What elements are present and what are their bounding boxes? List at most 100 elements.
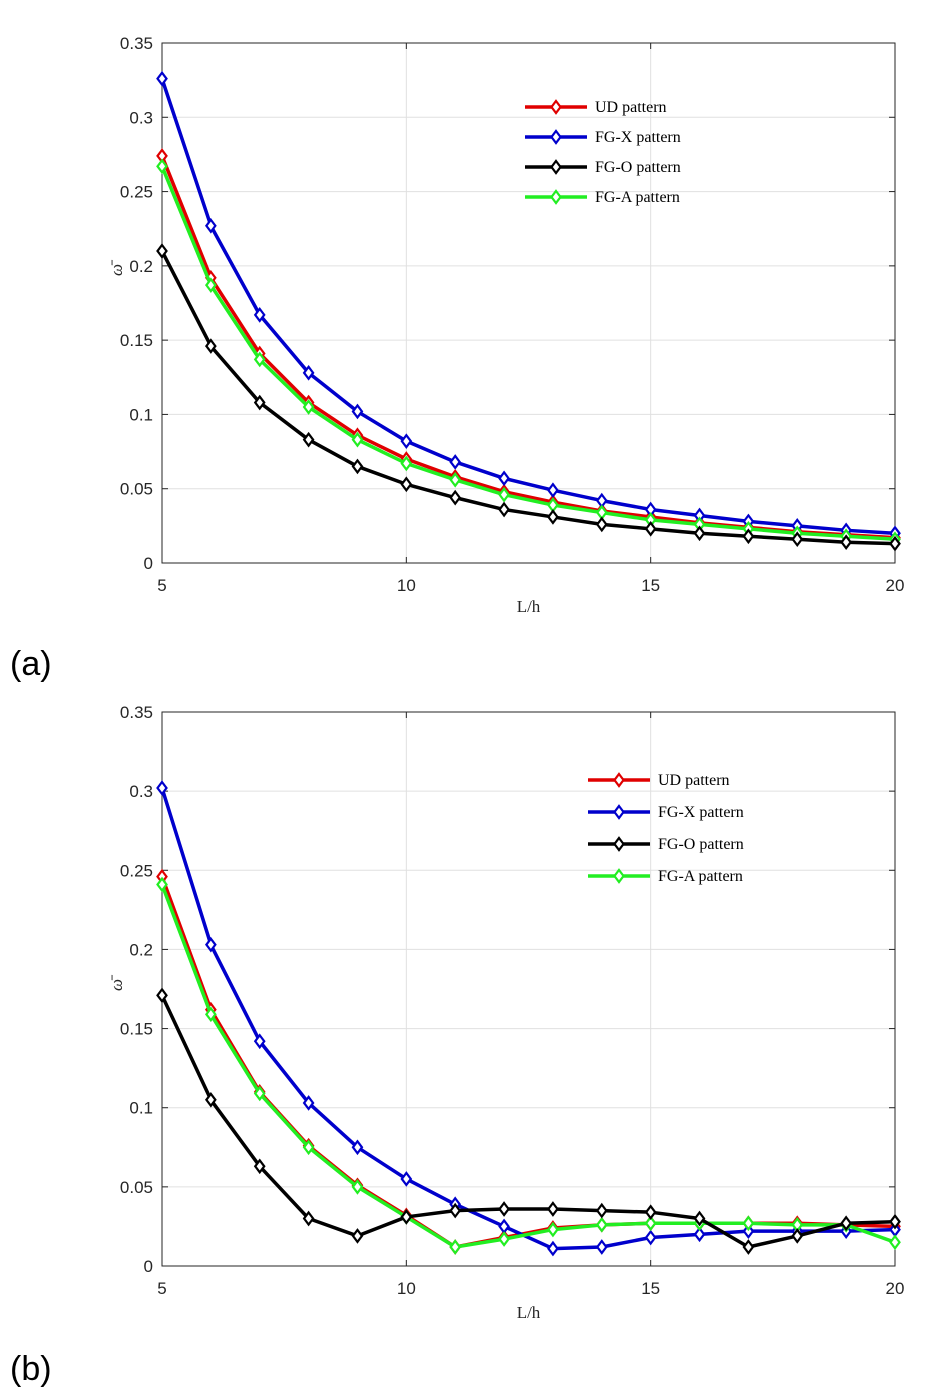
data-point-marker xyxy=(351,1179,364,1195)
x-tick-label: 10 xyxy=(397,576,416,595)
data-point-marker xyxy=(595,1239,608,1255)
panel-label: (b) xyxy=(10,1350,52,1388)
data-point-marker xyxy=(302,399,315,415)
axes-box xyxy=(161,711,896,1267)
data-point-marker xyxy=(253,351,266,368)
data-point-marker xyxy=(595,1217,608,1233)
data-point-marker xyxy=(498,501,510,518)
y-tick-label: 0.35 xyxy=(120,703,153,722)
data-point-marker xyxy=(449,489,462,506)
y-axis-label: ω̄ xyxy=(107,974,126,991)
series-line xyxy=(160,876,896,1249)
data-point-marker xyxy=(351,1228,364,1244)
y-tick-label: 0.25 xyxy=(120,861,153,880)
data-point-marker xyxy=(693,1210,706,1227)
x-tick-label: 5 xyxy=(157,576,166,595)
series-fg-x-pattern xyxy=(156,70,901,542)
x-tick-label: 15 xyxy=(641,576,660,595)
data-point-marker xyxy=(791,1228,804,1244)
series-line xyxy=(160,78,896,536)
x-tick-label: 20 xyxy=(886,1279,905,1298)
data-point-marker xyxy=(595,1202,608,1219)
y-tick-label: 0 xyxy=(144,1257,153,1276)
y-tick-label: 0.1 xyxy=(129,1099,153,1118)
y-tick-label: 0.05 xyxy=(120,480,153,499)
series-fg-x-pattern xyxy=(156,780,901,1257)
data-point-marker xyxy=(351,458,364,475)
legend-label: FG-O pattern xyxy=(658,836,744,853)
legend-label: FG-X pattern xyxy=(595,129,681,146)
data-point-marker xyxy=(204,1006,217,1023)
data-point-marker xyxy=(889,1234,901,1251)
data-point-marker xyxy=(302,1139,315,1156)
axes-box xyxy=(161,42,896,564)
data-point-marker xyxy=(547,1201,559,1217)
data-point-marker xyxy=(156,987,168,1004)
series-fg-o-pattern xyxy=(156,243,901,552)
data-point-marker xyxy=(449,454,462,470)
data-point-marker xyxy=(302,1095,315,1111)
data-point-marker xyxy=(742,528,755,545)
legend: UD pattern FG-X pattern FG-O pattern FG-A p… xyxy=(588,772,744,885)
x-tick-label: 15 xyxy=(641,1279,660,1298)
data-point-marker xyxy=(400,476,413,493)
series-ud-pattern xyxy=(156,868,901,1255)
data-point-marker xyxy=(498,1231,510,1247)
data-point-marker xyxy=(547,1240,559,1257)
y-tick-label: 0.25 xyxy=(120,183,153,202)
legend: UD pattern FG-X pattern FG-O pattern FG-A p… xyxy=(525,99,681,206)
data-point-marker xyxy=(156,876,168,893)
data-point-marker xyxy=(204,338,217,354)
data-point-marker xyxy=(204,217,217,234)
legend-marker xyxy=(613,804,625,820)
series-fg-o-pattern xyxy=(156,987,901,1255)
data-point-marker xyxy=(595,516,608,533)
series-fg-a-pattern xyxy=(156,158,901,548)
y-tick-label: 0.3 xyxy=(129,782,153,801)
data-point-marker xyxy=(253,1085,266,1102)
x-tick-label: 10 xyxy=(397,1279,416,1298)
data-point-marker xyxy=(400,455,413,472)
legend-marker xyxy=(550,189,562,205)
legend-item: FG-A pattern xyxy=(525,189,680,206)
data-point-marker xyxy=(400,1209,413,1225)
data-point-marker xyxy=(253,1158,266,1175)
legend-item: FG-X pattern xyxy=(525,129,681,146)
data-point-marker xyxy=(644,1229,657,1246)
data-point-marker xyxy=(156,70,168,87)
data-point-marker xyxy=(204,1091,217,1108)
data-point-marker xyxy=(302,1210,315,1227)
legend-item: FG-O pattern xyxy=(588,836,744,853)
data-point-marker xyxy=(889,535,901,552)
legend-item: FG-A pattern xyxy=(588,868,743,885)
data-point-marker xyxy=(547,1221,559,1238)
data-point-marker xyxy=(351,1139,364,1156)
data-point-marker xyxy=(742,1239,755,1255)
legend-label: UD pattern xyxy=(595,99,667,116)
data-point-marker xyxy=(498,486,510,503)
x-axis-label: L/h xyxy=(517,1303,541,1322)
legend-marker xyxy=(550,99,562,115)
data-point-marker xyxy=(253,394,266,411)
data-point-marker xyxy=(156,158,168,175)
data-point-marker xyxy=(156,243,168,259)
data-point-marker xyxy=(351,403,364,420)
series-line xyxy=(160,155,896,540)
data-point-marker xyxy=(791,531,804,548)
data-point-marker xyxy=(840,1215,853,1232)
data-point-marker xyxy=(449,471,462,488)
data-point-marker xyxy=(547,509,559,525)
y-tick-label: 0.35 xyxy=(120,34,153,53)
legend-marker xyxy=(550,159,562,175)
legend-item: FG-X pattern xyxy=(588,804,744,821)
data-point-marker xyxy=(253,307,266,323)
legend-item: UD pattern xyxy=(525,99,667,116)
x-tick-label: 5 xyxy=(157,1279,166,1298)
series-line xyxy=(160,165,896,541)
data-point-marker xyxy=(547,482,559,499)
data-point-marker xyxy=(498,1218,510,1235)
legend-label: FG-X pattern xyxy=(658,804,744,821)
x-axis-label: L/h xyxy=(517,597,541,616)
y-tick-label: 0 xyxy=(144,554,153,573)
